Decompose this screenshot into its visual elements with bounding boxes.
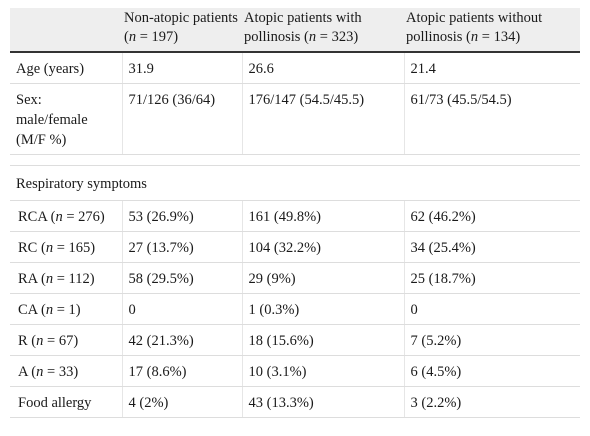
row-label: R (n = 67): [10, 324, 123, 356]
table-cell: 7 (5.2%): [404, 324, 580, 356]
table-cell: 17 (8.6%): [122, 355, 243, 387]
spacer-cell: [10, 154, 580, 166]
row-label: Sex: male/female (M/F %): [10, 83, 123, 155]
row-label: RCA (n = 276): [10, 200, 123, 232]
table-row: RA (n = 112) 58 (29.5%) 29 (9%) 25 (18.7…: [10, 262, 580, 294]
table-cell: 161 (49.8%): [242, 200, 405, 232]
table-cell: 29 (9%): [242, 262, 405, 294]
table-cell: 53 (26.9%): [122, 200, 243, 232]
table-cell: 0: [122, 293, 243, 325]
table-cell: 58 (29.5%): [122, 262, 243, 294]
table-row: CA (n = 1) 0 1 (0.3%) 0: [10, 293, 580, 325]
spacer-row: [10, 154, 580, 166]
row-label: Age (years): [10, 52, 123, 84]
table-cell: 104 (32.2%): [242, 231, 405, 263]
table-row: Sex: male/female (M/F %) 71/126 (36/64) …: [10, 83, 580, 155]
header-atopic-no-pollinosis: Atopic patients without pollinosis (n = …: [404, 8, 580, 53]
table-cell: 31.9: [122, 52, 243, 84]
table-cell: 43 (13.3%): [242, 386, 405, 418]
row-label: A (n = 33): [10, 355, 123, 387]
table-cell: 26.6: [242, 52, 405, 84]
table-cell: 61/73 (45.5/54.5): [404, 83, 580, 155]
table-row: Food allergy 4 (2%) 43 (13.3%) 3 (2.2%): [10, 386, 580, 418]
table-cell: 25 (18.7%): [404, 262, 580, 294]
table-cell: 0: [404, 293, 580, 325]
row-label: RA (n = 112): [10, 262, 123, 294]
row-label: RC (n = 165): [10, 231, 123, 263]
table-cell: 6 (4.5%): [404, 355, 580, 387]
table-cell: 21.4: [404, 52, 580, 84]
table-cell: 27 (13.7%): [122, 231, 243, 263]
table-row: A (n = 33) 17 (8.6%) 10 (3.1%) 6 (4.5%): [10, 355, 580, 387]
table-cell: 176/147 (54.5/45.5): [242, 83, 405, 155]
section-label: Respiratory symptoms: [10, 165, 580, 201]
table-row: R (n = 67) 42 (21.3%) 18 (15.6%) 7 (5.2%…: [10, 324, 580, 356]
table-cell: 71/126 (36/64): [122, 83, 243, 155]
table-cell: 4 (2%): [122, 386, 243, 418]
section-row: Respiratory symptoms: [10, 165, 580, 201]
table-cell: 18 (15.6%): [242, 324, 405, 356]
table-cell: 10 (3.1%): [242, 355, 405, 387]
table-row: RCA (n = 276) 53 (26.9%) 161 (49.8%) 62 …: [10, 200, 580, 232]
table-cell: 42 (21.3%): [122, 324, 243, 356]
table-cell: 34 (25.4%): [404, 231, 580, 263]
header-atopic-pollinosis: Atopic patients with pollinosis (n = 323…: [242, 8, 404, 53]
row-label: Food allergy: [10, 386, 123, 418]
table-row: RC (n = 165) 27 (13.7%) 104 (32.2%) 34 (…: [10, 231, 580, 263]
header-non-atopic: Non-atopic patients (n = 197): [122, 8, 242, 53]
header-empty: [10, 8, 122, 53]
row-label: CA (n = 1): [10, 293, 123, 325]
header-row: Non-atopic patients (n = 197) Atopic pat…: [10, 8, 580, 53]
table-cell: 62 (46.2%): [404, 200, 580, 232]
table-row: Age (years) 31.9 26.6 21.4: [10, 52, 580, 84]
patient-characteristics-table: Non-atopic patients (n = 197) Atopic pat…: [10, 8, 580, 418]
table-cell: 3 (2.2%): [404, 386, 580, 418]
table-cell: 1 (0.3%): [242, 293, 405, 325]
